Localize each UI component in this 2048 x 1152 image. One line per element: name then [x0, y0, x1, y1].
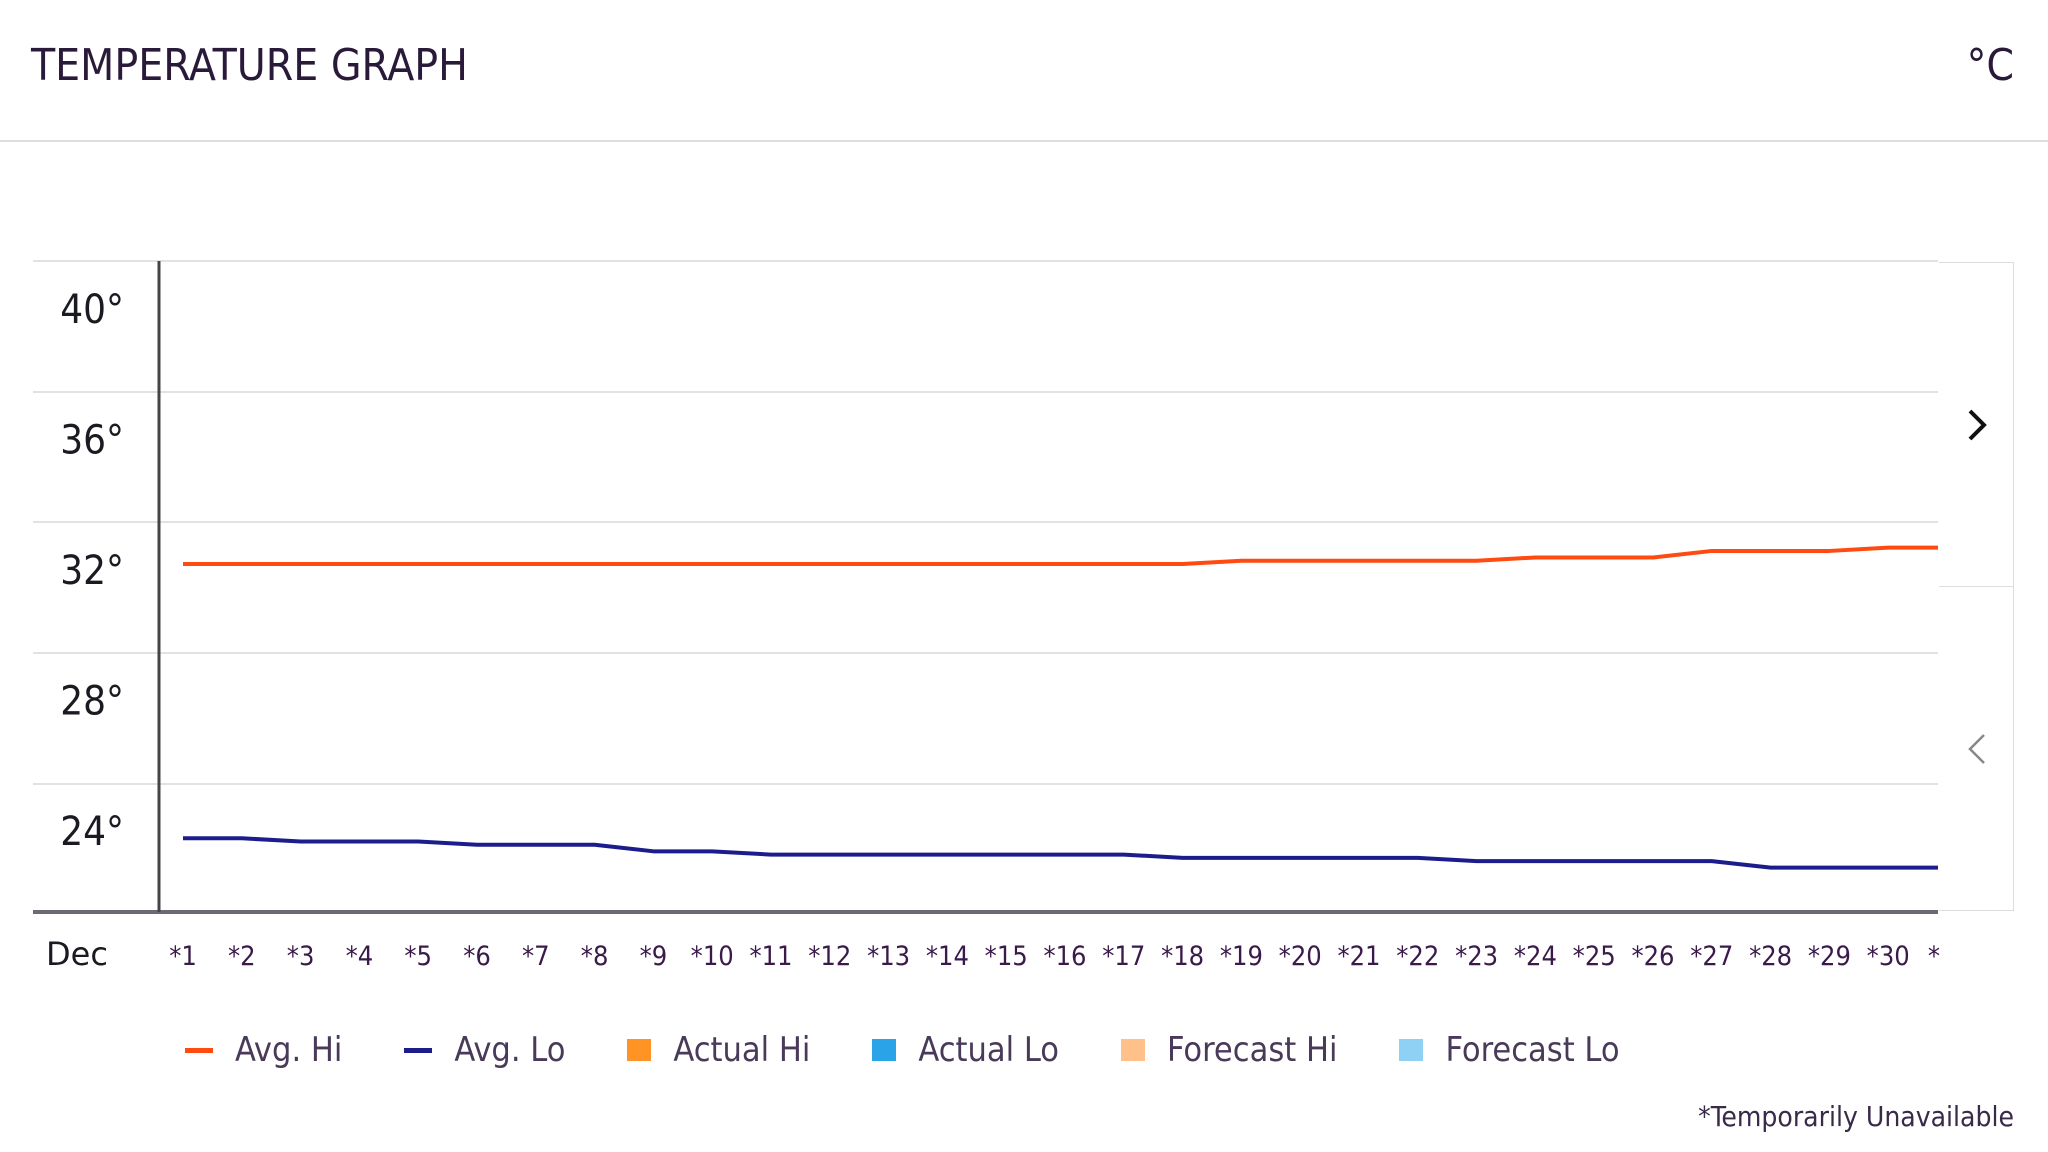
x-tick-label: *1 [169, 941, 197, 972]
legend-item[interactable]: Forecast Lo [1399, 1030, 1620, 1070]
next-button[interactable] [1939, 263, 2014, 587]
x-tick-label: *28 [1749, 941, 1792, 972]
unit-toggle-button[interactable]: °C [1966, 40, 2014, 91]
x-tick-label: *11 [749, 941, 792, 972]
x-tick-label: *3 [287, 941, 315, 972]
y-tick-label: 24° [60, 809, 124, 855]
legend-swatch [404, 1047, 433, 1053]
legend-item[interactable]: Avg. Lo [404, 1030, 565, 1070]
x-tick-label: *24 [1514, 941, 1557, 972]
x-tick-label: *8 [581, 941, 609, 972]
x-tick-label: *25 [1573, 941, 1616, 972]
x-tick-label: *18 [1161, 941, 1204, 972]
prev-button[interactable] [1939, 586, 2014, 911]
x-tick-label: *12 [808, 941, 851, 972]
header-divider [0, 140, 2048, 142]
legend-swatch [185, 1047, 213, 1053]
legend-swatch [627, 1039, 652, 1061]
x-tick-label: *22 [1396, 941, 1439, 972]
x-tick-label: *6 [463, 941, 491, 972]
legend-label: Actual Hi [673, 1030, 811, 1070]
x-tick-label: *17 [1102, 941, 1145, 972]
legend-label: Forecast Hi [1167, 1030, 1338, 1070]
y-tick-label: 28° [60, 679, 124, 725]
legend-swatch [1121, 1039, 1146, 1061]
x-tick-label: *13 [867, 941, 910, 972]
x-tick-label: *5 [404, 941, 432, 972]
x-tick-label: *15 [985, 941, 1028, 972]
x-tick-label: *26 [1631, 941, 1674, 972]
legend-item[interactable]: Forecast Hi [1121, 1030, 1337, 1070]
chevron-left-icon [1967, 733, 1985, 764]
x-tick-label: *4 [346, 941, 374, 972]
x-tick-label: *9 [640, 941, 668, 972]
x-tick-label: *19 [1220, 941, 1263, 972]
page-title: TEMPERATURE GRAPH [31, 40, 468, 91]
series-line-avg-hi [183, 545, 1938, 566]
y-tick-label: 40° [60, 287, 124, 333]
legend-label: Avg. Hi [235, 1030, 343, 1070]
x-tick-label: *20 [1279, 941, 1322, 972]
x-tick-label: *7 [522, 941, 550, 972]
footnote: *Temporarily Unavailable [1698, 1100, 2014, 1133]
x-tick-label: *29 [1808, 941, 1851, 972]
x-tick-label: *16 [1043, 941, 1086, 972]
chart-nav-panel [1939, 262, 2014, 911]
legend-item[interactable]: Actual Hi [627, 1030, 810, 1070]
x-tick-label: *30 [1867, 941, 1910, 972]
x-tick-label: * [1928, 941, 1940, 972]
legend-label: Avg. Lo [454, 1030, 566, 1070]
chart-legend: Avg. Hi Avg. Lo Actual Hi Actual Lo Forecast… [185, 1030, 1682, 1070]
x-tick-label: *14 [926, 941, 969, 972]
legend-swatch [1399, 1039, 1424, 1061]
x-tick-label: *23 [1455, 941, 1498, 972]
x-tick-label: *2 [228, 941, 256, 972]
x-tick-label: *27 [1690, 941, 1733, 972]
series-line-avg-lo [183, 836, 1938, 870]
legend-item[interactable]: Avg. Hi [185, 1030, 342, 1070]
y-tick-label: 36° [60, 417, 124, 463]
temperature-chart: 40° 36° 32° 28° 24° Dec *1 *2 *3 *4 *5 *6 *7 *8 *9 *10 *… [33, 260, 1940, 973]
y-tick-label: 32° [60, 548, 124, 594]
x-tick-label: *21 [1337, 941, 1380, 972]
legend-label: Forecast Lo [1445, 1030, 1620, 1070]
chevron-right-icon [1968, 409, 1987, 440]
legend-swatch [872, 1039, 897, 1061]
legend-item[interactable]: Actual Lo [872, 1030, 1059, 1070]
legend-label: Actual Lo [918, 1030, 1060, 1070]
x-axis-month-label: Dec [46, 935, 108, 973]
x-tick-label: *10 [691, 941, 734, 972]
